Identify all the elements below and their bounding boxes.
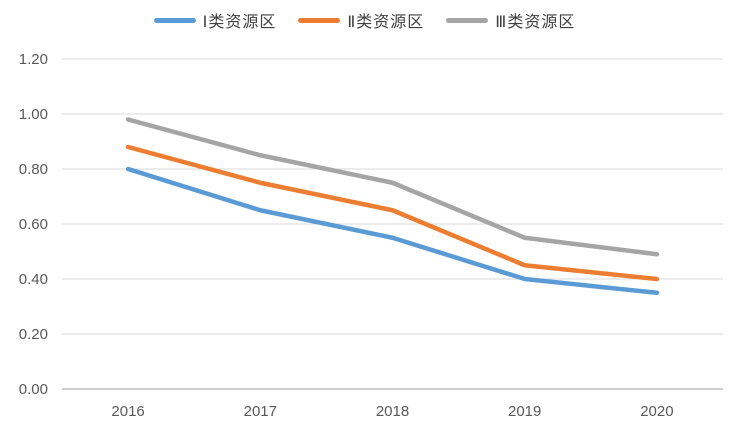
x-tick-label: 2019: [508, 403, 541, 420]
y-tick-label: 0.80: [19, 161, 48, 178]
series-line-3: [125, 117, 660, 257]
x-tick-label: 2016: [111, 403, 144, 420]
series-line-1: [125, 166, 660, 295]
legend-swatch: [298, 17, 341, 23]
chart-legend: Ⅰ类资源区 Ⅱ类资源区 Ⅲ类资源区: [0, 8, 729, 32]
legend-swatch: [446, 17, 489, 23]
legend-item: Ⅱ类资源区: [298, 8, 424, 32]
legend-label: Ⅰ类资源区: [202, 14, 277, 31]
legend-label: Ⅱ类资源区: [347, 14, 425, 31]
legend-item: Ⅲ类资源区: [446, 8, 575, 32]
x-tick-label: 2018: [376, 403, 409, 420]
legend-item: Ⅰ类资源区: [153, 8, 277, 32]
y-tick-label: 0.20: [19, 326, 48, 343]
legend-swatch: [153, 17, 196, 23]
y-tick-label: 1.00: [19, 106, 48, 123]
y-tick-label: 0.60: [19, 216, 48, 233]
y-tick-label: 0.40: [19, 271, 48, 288]
x-tick-label: 2020: [640, 403, 673, 420]
y-tick-label: 0.00: [19, 381, 48, 398]
legend-label: Ⅲ类资源区: [495, 14, 576, 31]
x-tick-label: 2017: [244, 403, 277, 420]
y-tick-label: 1.20: [19, 51, 48, 68]
series-line-2: [125, 144, 660, 282]
